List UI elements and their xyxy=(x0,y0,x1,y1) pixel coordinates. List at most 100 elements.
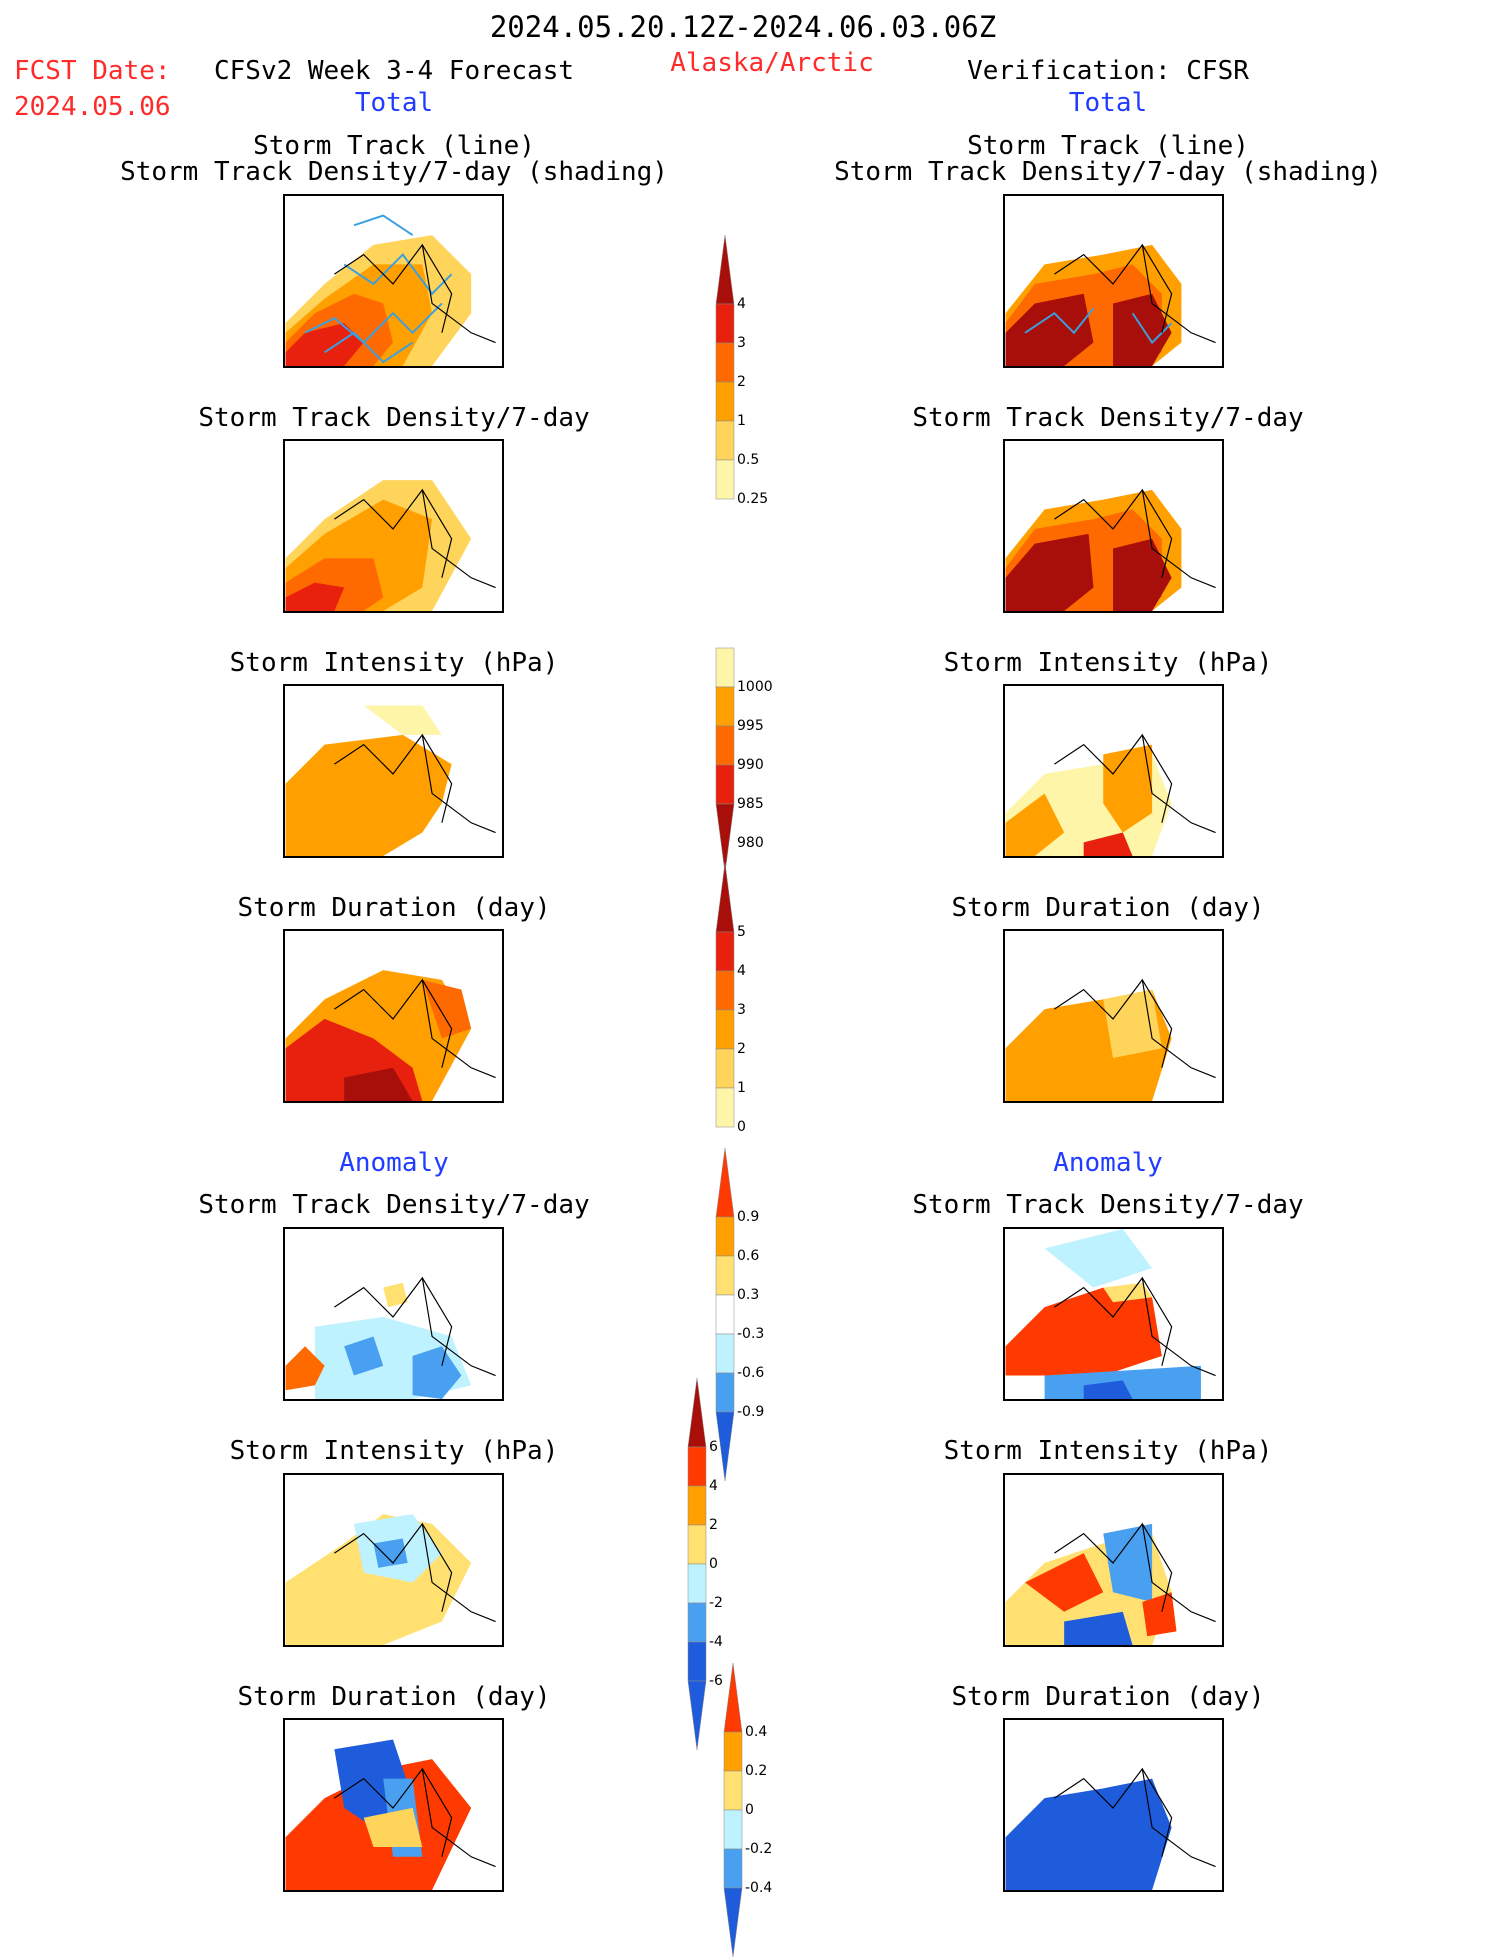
left-title-duration: Storm Duration (day) xyxy=(237,893,551,923)
left-title-density: Storm Track Density/7-day xyxy=(198,403,590,433)
colorbar-intensity_anom-segment xyxy=(687,1485,707,1526)
colorbar-duration_anom-segment xyxy=(723,1809,743,1850)
colorbar-intensity_anom-tick: 4 xyxy=(709,1478,718,1494)
map-fcst-intensity xyxy=(283,684,504,858)
colorbar-density_anom-tick: -0.9 xyxy=(737,1404,765,1420)
colorbar-duration-segment xyxy=(715,931,735,972)
colorbar-intensity_anom-tick: -4 xyxy=(709,1634,723,1650)
colorbar-intensity-segment xyxy=(715,647,735,688)
colorbar-intensity-tick: 980 xyxy=(737,835,764,851)
colorbar-duration-segment xyxy=(715,1009,735,1050)
colorbar-density-segment xyxy=(715,303,735,344)
colorbar-intensity_anom-segment xyxy=(687,1524,707,1565)
colorbar-duration-segment xyxy=(715,1087,735,1128)
map-cfsr-intensity xyxy=(1003,684,1224,858)
colorbar-density-segment xyxy=(715,342,735,383)
colorbar-density_anom-segment xyxy=(715,1216,735,1257)
colorbar-density_anom xyxy=(715,1148,735,1481)
colorbar-intensity_anom-tick: 6 xyxy=(709,1439,718,1455)
colorbar-duration-tick: 3 xyxy=(737,1002,746,1018)
map-cfsr-density xyxy=(1003,439,1224,613)
colorbar-duration-tick: 4 xyxy=(737,963,746,979)
colorbar-duration_anom-segment xyxy=(723,1770,743,1811)
colorbar-duration-tick: 5 xyxy=(737,924,746,940)
colorbar-density-tick: 2 xyxy=(737,374,746,390)
right-title-duration-anom: Storm Duration (day) xyxy=(951,1682,1265,1712)
colorbar-intensity_anom-segment xyxy=(687,1602,707,1643)
map-fcst-intensity-anom xyxy=(283,1473,504,1647)
colorbar-density-tick: 4 xyxy=(737,296,746,312)
colorbar-density_anom-segment xyxy=(715,1372,735,1413)
colorbar-duration_anom-tick: 0.2 xyxy=(745,1763,768,1779)
fcst-date-value: 2024.05.06 xyxy=(14,92,171,122)
colorbar-density-tick: 1 xyxy=(737,413,746,429)
colorbar-density_anom-tick: 0.3 xyxy=(737,1287,760,1303)
map-cfsr-track xyxy=(1003,194,1224,368)
left-title-track-line: Storm Track (line) xyxy=(253,131,535,161)
colorbar-intensity_anom-tick: -6 xyxy=(709,1673,723,1689)
right-total-label: Total xyxy=(1068,88,1148,118)
left-title-density-anom: Storm Track Density/7-day xyxy=(198,1190,590,1220)
right-anomaly-label: Anomaly xyxy=(1053,1148,1163,1178)
colorbar-density_anom-segment xyxy=(715,1294,735,1335)
colorbar-intensity-tick: 995 xyxy=(737,718,764,734)
colorbar-intensity-tick: 985 xyxy=(737,796,764,812)
verification-label: Verification: CFSR xyxy=(967,56,1249,86)
right-title-duration: Storm Duration (day) xyxy=(951,893,1265,923)
colorbar-intensity-tick: 990 xyxy=(737,757,764,773)
fcst-date-label: FCST Date: xyxy=(14,56,171,86)
colorbar-density-segment xyxy=(715,235,735,305)
right-title-density-anom: Storm Track Density/7-day xyxy=(912,1190,1304,1220)
map-fcst-duration-anom xyxy=(283,1718,504,1892)
colorbar-duration_anom-segment xyxy=(723,1731,743,1772)
colorbar-intensity xyxy=(715,647,735,873)
colorbar-density_anom-segment xyxy=(715,1333,735,1374)
colorbar-density-segment xyxy=(715,420,735,461)
map-cfsr-intensity-anom xyxy=(1003,1473,1224,1647)
right-title-intensity-anom: Storm Intensity (hPa) xyxy=(943,1436,1273,1466)
colorbar-intensity-segment xyxy=(715,686,735,727)
colorbar-duration-segment xyxy=(715,1048,735,1089)
colorbar-intensity_anom-segment xyxy=(687,1563,707,1604)
map-cfsr-duration-anom xyxy=(1003,1718,1224,1892)
left-total-label: Total xyxy=(354,88,434,118)
colorbar-intensity-segment xyxy=(715,764,735,805)
colorbar-density_anom-segment xyxy=(715,1148,735,1218)
colorbar-density-tick: 0.25 xyxy=(737,491,769,507)
colorbar-intensity_anom-segment xyxy=(687,1446,707,1487)
left-title-track-shading: Storm Track Density/7-day (shading) xyxy=(120,157,668,187)
colorbar-intensity-segment xyxy=(715,803,735,873)
right-title-track-line: Storm Track (line) xyxy=(967,131,1249,161)
colorbar-density xyxy=(715,235,735,500)
colorbar-density_anom-tick: -0.3 xyxy=(737,1326,765,1342)
colorbar-intensity_anom-tick: -2 xyxy=(709,1595,723,1611)
colorbar-duration-tick: 2 xyxy=(737,1041,746,1057)
colorbar-density-segment xyxy=(715,459,735,500)
colorbar-duration-segment xyxy=(715,863,735,933)
colorbar-intensity_anom-segment xyxy=(687,1641,707,1682)
colorbar-intensity_anom xyxy=(687,1378,707,1750)
right-title-intensity: Storm Intensity (hPa) xyxy=(943,648,1273,678)
left-title-intensity: Storm Intensity (hPa) xyxy=(229,648,559,678)
colorbar-duration_anom-segment xyxy=(723,1663,743,1733)
colorbar-density-segment xyxy=(715,381,735,422)
left-title-intensity-anom: Storm Intensity (hPa) xyxy=(229,1436,559,1466)
colorbar-duration_anom-tick: -0.2 xyxy=(745,1841,773,1857)
colorbar-duration_anom xyxy=(723,1663,743,1957)
date-range-title: 2024.05.20.12Z-2024.06.03.06Z xyxy=(489,10,997,44)
colorbar-duration_anom-segment xyxy=(723,1887,743,1957)
colorbar-duration_anom-tick: 0 xyxy=(745,1802,754,1818)
left-anomaly-label: Anomaly xyxy=(339,1148,449,1178)
right-title-density: Storm Track Density/7-day xyxy=(912,403,1304,433)
map-fcst-duration xyxy=(283,929,504,1103)
colorbar-density_anom-tick: 0.6 xyxy=(737,1248,760,1264)
map-cfsr-density-anom xyxy=(1003,1227,1224,1401)
colorbar-intensity_anom-segment xyxy=(687,1680,707,1750)
model-title: CFSv2 Week 3-4 Forecast xyxy=(213,56,575,86)
colorbar-duration-tick: 0 xyxy=(737,1119,746,1135)
colorbar-density_anom-segment xyxy=(715,1411,735,1481)
region-label: Alaska/Arctic xyxy=(670,48,874,78)
colorbar-intensity_anom-tick: 0 xyxy=(709,1556,718,1572)
map-fcst-density xyxy=(283,439,504,613)
colorbar-intensity_anom-segment xyxy=(687,1378,707,1448)
